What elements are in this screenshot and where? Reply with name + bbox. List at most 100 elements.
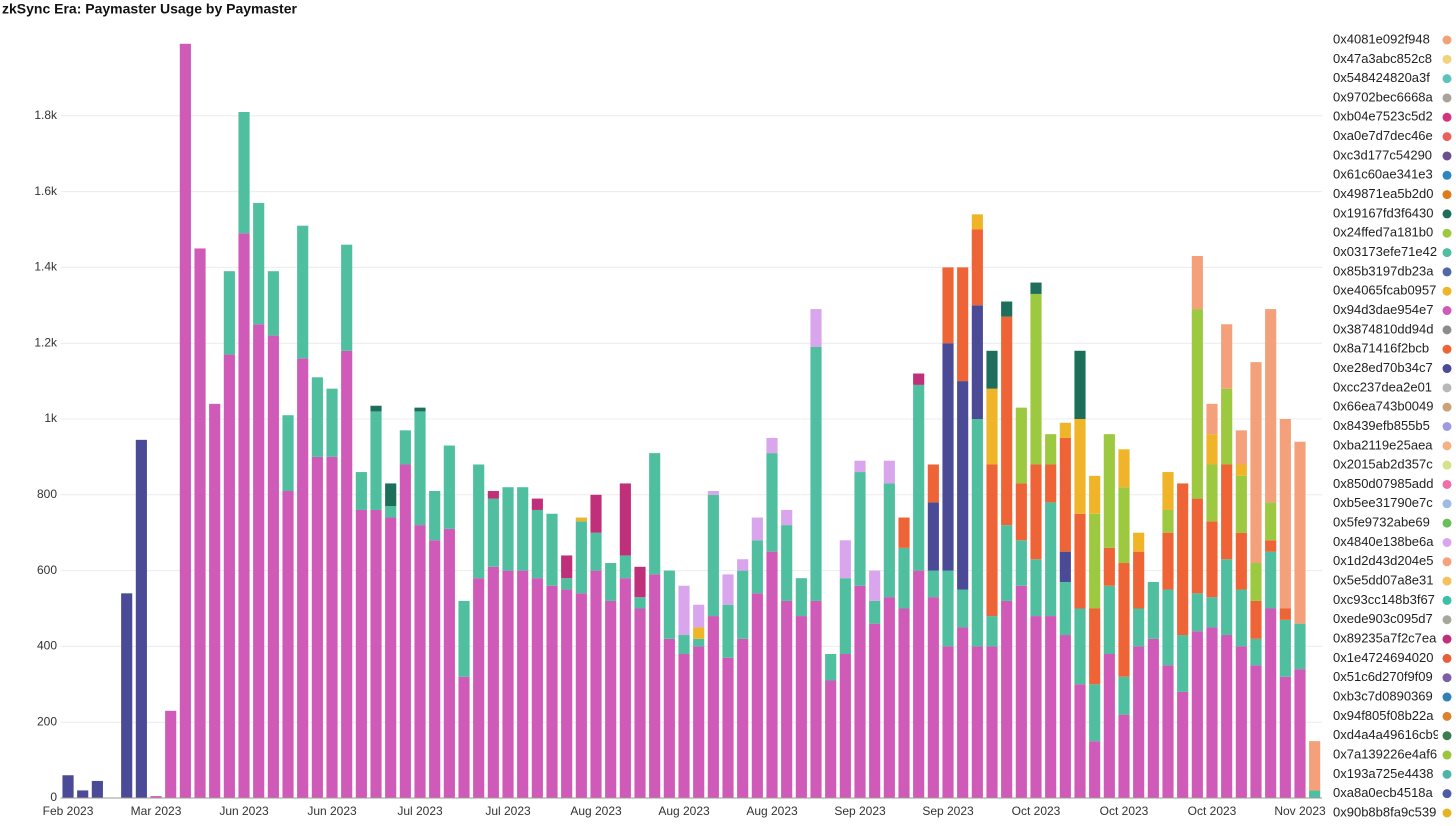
bar-segment bbox=[942, 646, 954, 798]
legend-label: 0x1d2d43d204e5 bbox=[1333, 553, 1434, 568]
legend-swatch bbox=[1442, 499, 1452, 509]
bar-segment bbox=[722, 604, 734, 658]
x-tick-label: Aug 2023 bbox=[570, 804, 622, 818]
bar-segment bbox=[341, 350, 353, 798]
legend-label: 0xba2119e25aea bbox=[1333, 437, 1433, 452]
legend-label: 0xc93cc148b3f67 bbox=[1333, 592, 1435, 607]
legend-label: 0x47a3abc852c8 bbox=[1333, 51, 1432, 66]
bar-segment bbox=[1059, 422, 1071, 438]
legend-swatch bbox=[1442, 769, 1452, 779]
legend-swatch bbox=[1442, 576, 1452, 586]
legend-label: 0xb04e7523c5d2 bbox=[1333, 109, 1433, 124]
bar-segment bbox=[634, 597, 646, 609]
legend-swatch bbox=[1442, 364, 1452, 374]
bar-segment bbox=[766, 551, 778, 798]
bar-segment bbox=[1265, 551, 1277, 609]
bar-segment bbox=[1133, 646, 1145, 798]
bar-segment bbox=[1206, 434, 1218, 465]
bar-segment bbox=[1074, 513, 1086, 609]
bar-segment bbox=[253, 202, 265, 325]
bar-segment bbox=[1089, 513, 1101, 609]
legend-label: 0x7a139226e4af6 bbox=[1333, 746, 1437, 761]
bar-segment bbox=[1162, 532, 1174, 590]
bar-segment bbox=[1309, 741, 1321, 791]
bar-segment bbox=[1089, 475, 1101, 514]
x-tick-label: Jun 2023 bbox=[219, 804, 269, 818]
legend-swatch bbox=[1442, 460, 1452, 470]
bar-segment bbox=[297, 225, 309, 359]
bar-segment bbox=[869, 600, 881, 624]
legend-label: 0x548424820a3f bbox=[1333, 70, 1430, 85]
bar-segment bbox=[1118, 563, 1130, 677]
y-tick-label: 1k bbox=[44, 411, 58, 425]
bar-segment bbox=[1250, 362, 1262, 564]
axes: 0 200 400 600 800 1k 1.2k 1.4k 1.6k 1.8k Feb 2023 M… bbox=[34, 108, 1326, 818]
bar-segment bbox=[575, 593, 587, 798]
legend-label: 0xa0e7d7dec46e bbox=[1333, 128, 1433, 143]
legend-swatch bbox=[1442, 248, 1452, 258]
bar-segment bbox=[1162, 472, 1174, 510]
bar-segment bbox=[722, 574, 734, 605]
x-tick-label: Jul 2023 bbox=[397, 804, 443, 818]
bar-segment bbox=[1235, 475, 1247, 533]
bar-segment bbox=[311, 377, 323, 457]
bar-segment bbox=[1279, 676, 1291, 798]
bar-segment bbox=[121, 593, 133, 798]
legend-swatch bbox=[1442, 789, 1452, 799]
x-tick-label: Sep 2023 bbox=[922, 804, 974, 818]
bar-segment bbox=[971, 305, 983, 419]
bar-segment bbox=[810, 309, 822, 347]
bar-segment bbox=[1235, 589, 1247, 647]
bar-segment bbox=[795, 616, 807, 798]
bar-segment bbox=[883, 597, 895, 798]
bar-segment bbox=[1059, 635, 1071, 798]
legend-swatch bbox=[1442, 441, 1452, 451]
legend-swatch bbox=[1442, 634, 1452, 644]
bar-segment bbox=[1118, 449, 1130, 488]
bar-segment bbox=[1001, 316, 1013, 526]
bar-segment bbox=[517, 570, 529, 798]
bar-segment bbox=[1265, 502, 1277, 541]
legend-swatch bbox=[1442, 518, 1452, 528]
legend-label: 0x9702bec6668a bbox=[1333, 89, 1434, 104]
bar-segment bbox=[341, 244, 353, 351]
bar-segment bbox=[942, 570, 954, 647]
bar-segment bbox=[1294, 669, 1306, 798]
bar-segment bbox=[1191, 498, 1203, 594]
bar-segment bbox=[854, 460, 866, 473]
bar-segment bbox=[1206, 403, 1218, 435]
bar-segment bbox=[1089, 684, 1101, 742]
bar-segment bbox=[927, 464, 939, 503]
bar-segment bbox=[781, 525, 793, 601]
bar-segment bbox=[1177, 483, 1189, 636]
legend-label: 0xa8a0ecb4518a bbox=[1333, 785, 1434, 800]
bar-segment bbox=[1030, 559, 1042, 617]
legend-label: 0xcc237dea2e01 bbox=[1333, 379, 1432, 394]
bar-segment bbox=[267, 271, 279, 336]
bar-segment bbox=[209, 403, 221, 798]
bar-segment bbox=[399, 464, 411, 798]
bar-segment bbox=[1294, 623, 1306, 670]
bar-segment bbox=[1279, 608, 1291, 620]
bar-segment bbox=[707, 494, 719, 617]
bar-segment bbox=[575, 521, 587, 594]
bar-segment bbox=[1118, 714, 1130, 798]
legend-label: 0x89235a7f2c7ea bbox=[1333, 631, 1437, 646]
bar-segment bbox=[619, 555, 631, 579]
bar-segment bbox=[355, 509, 367, 798]
bar-segment bbox=[517, 487, 529, 571]
legend-swatch bbox=[1442, 383, 1452, 393]
bar-segment bbox=[898, 608, 910, 798]
bar-segment bbox=[1191, 256, 1203, 310]
bar-segment bbox=[619, 483, 631, 556]
bar-segment bbox=[1103, 547, 1115, 586]
bar-segment bbox=[223, 271, 235, 355]
legend-swatch bbox=[1442, 537, 1452, 547]
bar-segment bbox=[913, 570, 925, 798]
legend-swatch bbox=[1442, 151, 1452, 161]
legend-swatch bbox=[1442, 170, 1452, 180]
legend-swatch bbox=[1442, 750, 1452, 760]
legend-label: 0x24ffed7a181b0 bbox=[1333, 225, 1433, 240]
x-tick-label: Sep 2023 bbox=[834, 804, 886, 818]
y-tick-label: 1.2k bbox=[34, 335, 58, 349]
